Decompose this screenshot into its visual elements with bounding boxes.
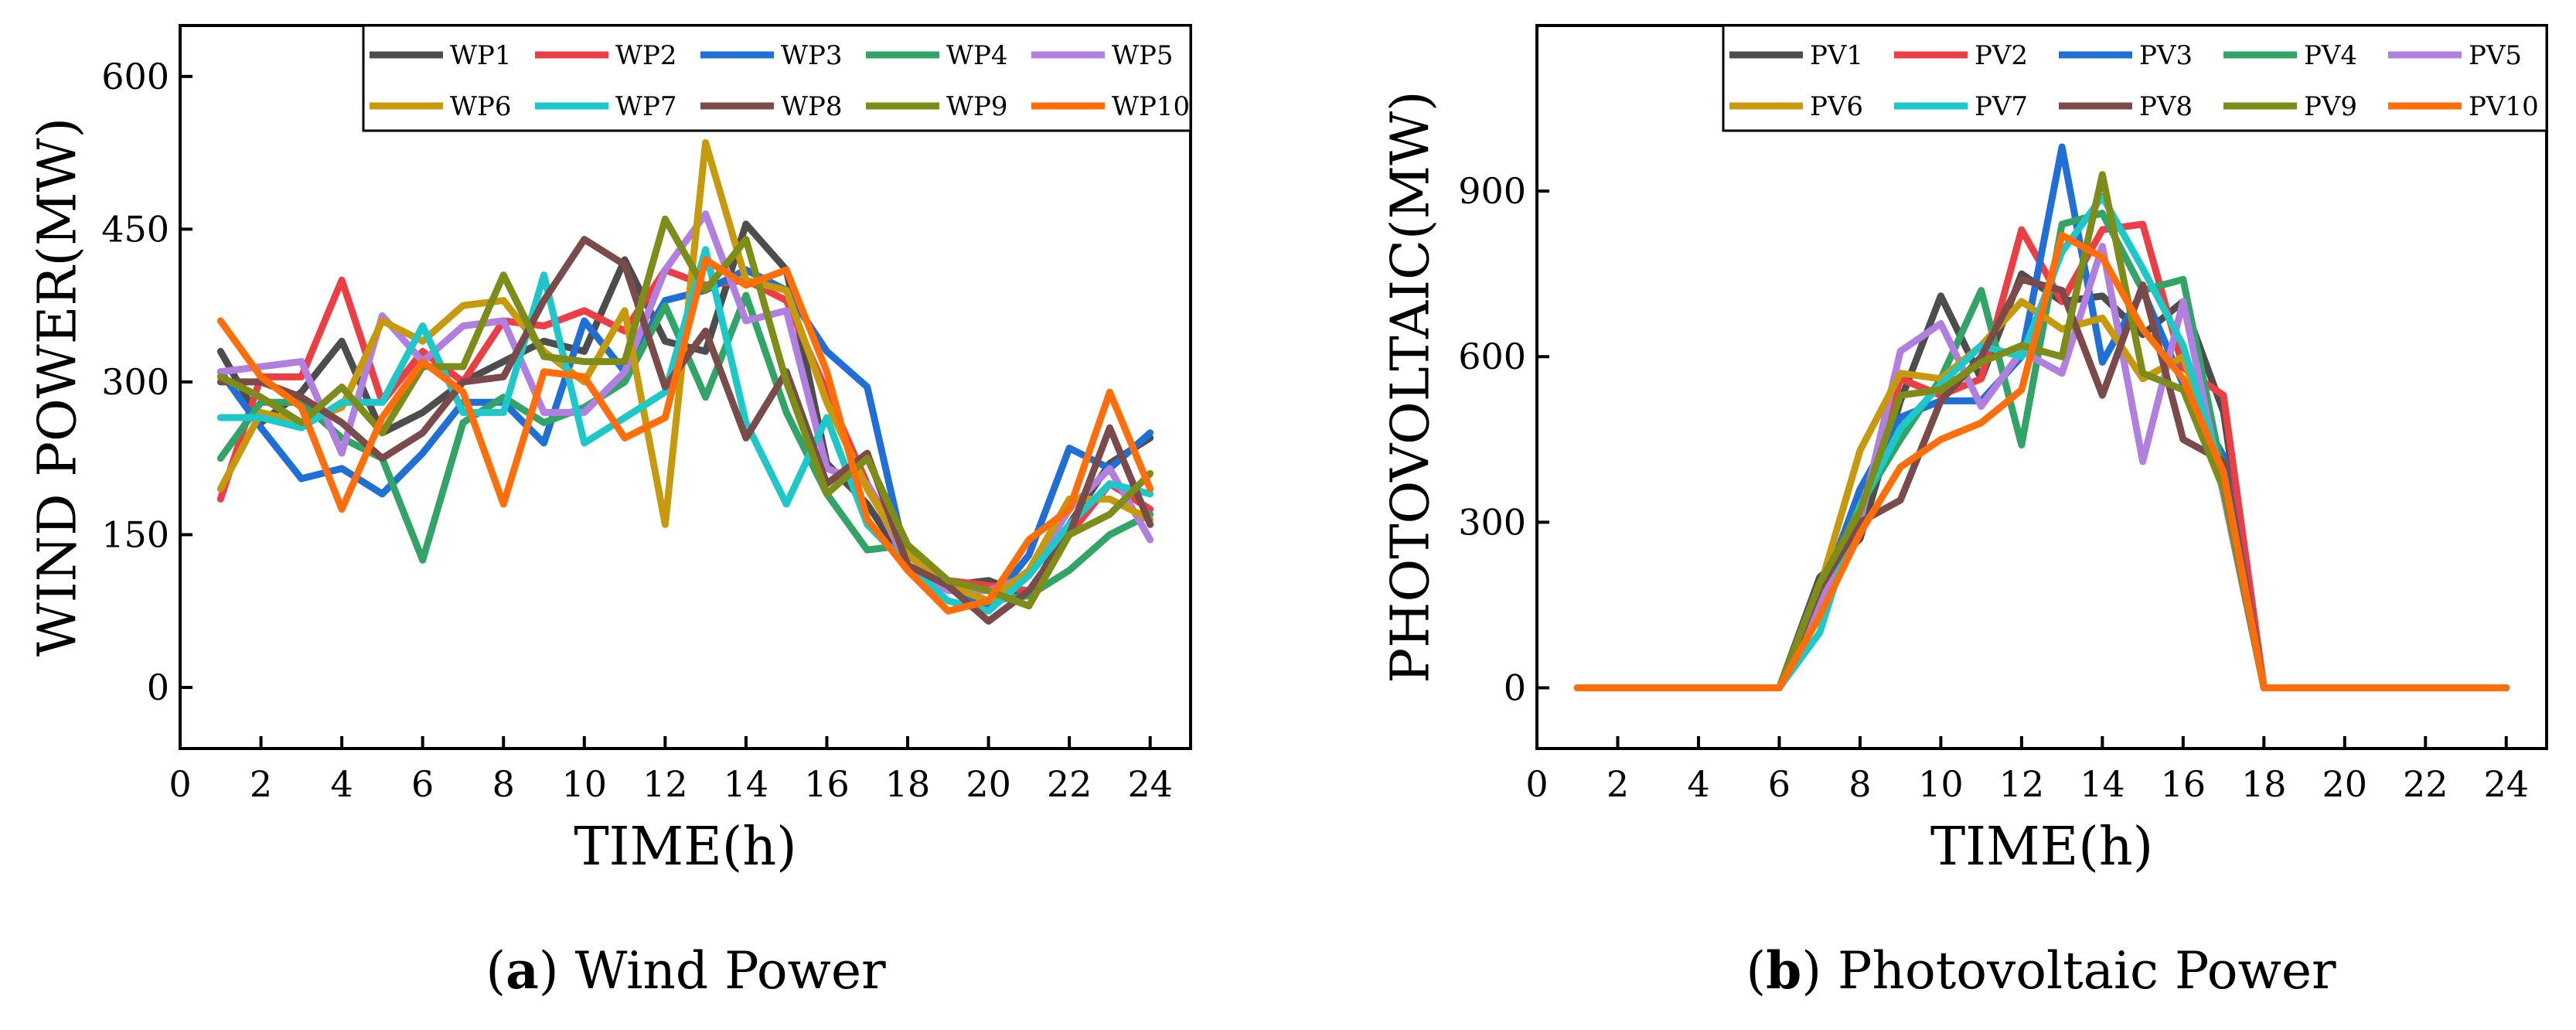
series-lines (216, 138, 1154, 625)
caption-paren-open: ( (1746, 941, 1766, 1001)
legend: WP1 WP2 WP3 WP4 WP5 WP6 WP7 WP8 WP9 WP10 (362, 24, 1192, 132)
x-tick-label: 22 (2403, 763, 2448, 805)
x-tick-label: 6 (411, 763, 434, 805)
legend-label-wp5: WP5 (1112, 40, 1173, 71)
legend-label-wp8: WP8 (781, 91, 842, 122)
x-tick-label: 6 (1768, 763, 1791, 805)
x-tick-label: 12 (1999, 763, 2045, 805)
x-tick-label: 18 (2241, 763, 2287, 805)
legend-label-pv10: PV10 (2469, 91, 2539, 122)
x-tick-label: 0 (1525, 763, 1548, 805)
y-tick-label: 600 (1458, 336, 1526, 377)
x-tick-label: 16 (2161, 763, 2206, 805)
legend-label-wp7: WP7 (615, 91, 676, 122)
series-line-wp6 (216, 138, 1154, 605)
legend-label-wp9: WP9 (946, 91, 1007, 122)
series-line-pv2 (1573, 220, 2510, 691)
panel-caption: (a) Wind Power (486, 940, 886, 1001)
series-line-pv10 (1573, 231, 2510, 691)
x-axis-title: TIME(h) (1930, 817, 2153, 878)
x-tick-label: 22 (1047, 763, 1092, 805)
y-tick-label: 300 (101, 361, 169, 403)
y-tick-label: 450 (101, 208, 169, 250)
legend-label-wp10: WP10 (1112, 91, 1190, 122)
x-tick-label: 4 (1687, 763, 1709, 805)
legend-box (1722, 24, 2548, 132)
x-axis-title: TIME(h) (574, 817, 796, 878)
series-line-wp10 (216, 256, 1154, 615)
legend-label-pv6: PV6 (1810, 91, 1863, 122)
legend-label-pv4: PV4 (2304, 40, 2357, 71)
legend-box (362, 24, 1192, 132)
y-axis-title: PHOTOVOLTAIC(MW) (1381, 90, 1442, 683)
x-tick-label: 2 (250, 763, 272, 805)
legend-label-pv2: PV2 (1975, 40, 2028, 71)
legend-label-pv5: PV5 (2469, 40, 2522, 71)
y-tick-label: 0 (147, 667, 169, 708)
panel-caption: (b) Photovoltaic Power (1746, 940, 2336, 1001)
x-tick-label: 18 (885, 763, 931, 805)
x-tick-label: 14 (724, 763, 769, 805)
x-tick-label: 8 (492, 763, 515, 805)
x-tick-label: 10 (1918, 763, 1964, 805)
x-tick-label: 24 (1127, 763, 1173, 805)
y-tick-label: 600 (101, 56, 169, 97)
x-tick-label: 16 (804, 763, 850, 805)
legend-label-pv8: PV8 (2139, 91, 2193, 122)
legend-label-pv7: PV7 (1975, 91, 2028, 122)
y-tick-label: 150 (101, 513, 169, 555)
y-tick-label: 300 (1458, 501, 1526, 543)
caption-text: ) Photovoltaic Power (1801, 941, 2336, 1001)
series-line-wp8 (216, 236, 1154, 625)
series-line-pv3 (1573, 143, 2510, 691)
x-tick-label: 24 (2483, 763, 2529, 805)
legend-label-wp6: WP6 (450, 91, 511, 122)
y-tick-label: 900 (1458, 170, 1526, 212)
legend-label-pv9: PV9 (2304, 91, 2357, 122)
y-tick-label: 0 (1504, 667, 1526, 708)
plot-frame (179, 24, 1192, 750)
caption-letter: a (506, 940, 539, 1001)
legend-label-wp4: WP4 (946, 40, 1007, 71)
caption-text: ) Wind Power (539, 941, 886, 1001)
x-tick-label: 20 (966, 763, 1011, 805)
legend-label-wp3: WP3 (781, 40, 842, 71)
x-tick-label: 8 (1849, 763, 1871, 805)
x-tick-label: 4 (330, 763, 353, 805)
legend-label-pv1: PV1 (1810, 40, 1863, 71)
caption-paren-open: ( (486, 941, 506, 1001)
x-tick-label: 10 (562, 763, 608, 805)
legend-label-wp2: WP2 (615, 40, 676, 71)
x-tick-label: 2 (1607, 763, 1629, 805)
legend: PV1 PV2 PV3 PV4 PV5 PV6 PV7 PV8 PV9 PV10 (1722, 24, 2548, 132)
x-tick-label: 14 (2080, 763, 2125, 805)
series-line-wp7 (216, 246, 1154, 615)
legend-label-pv3: PV3 (2139, 40, 2193, 71)
y-axis-title: WIND POWER(MW) (28, 118, 89, 657)
x-tick-label: 12 (642, 763, 688, 805)
plot-frame (1535, 24, 2548, 750)
legend-label-wp1: WP1 (450, 40, 511, 71)
caption-letter: b (1766, 940, 1801, 1001)
x-tick-label: 20 (2322, 763, 2368, 805)
x-tick-label: 0 (169, 763, 191, 805)
series-lines (1573, 143, 2510, 691)
